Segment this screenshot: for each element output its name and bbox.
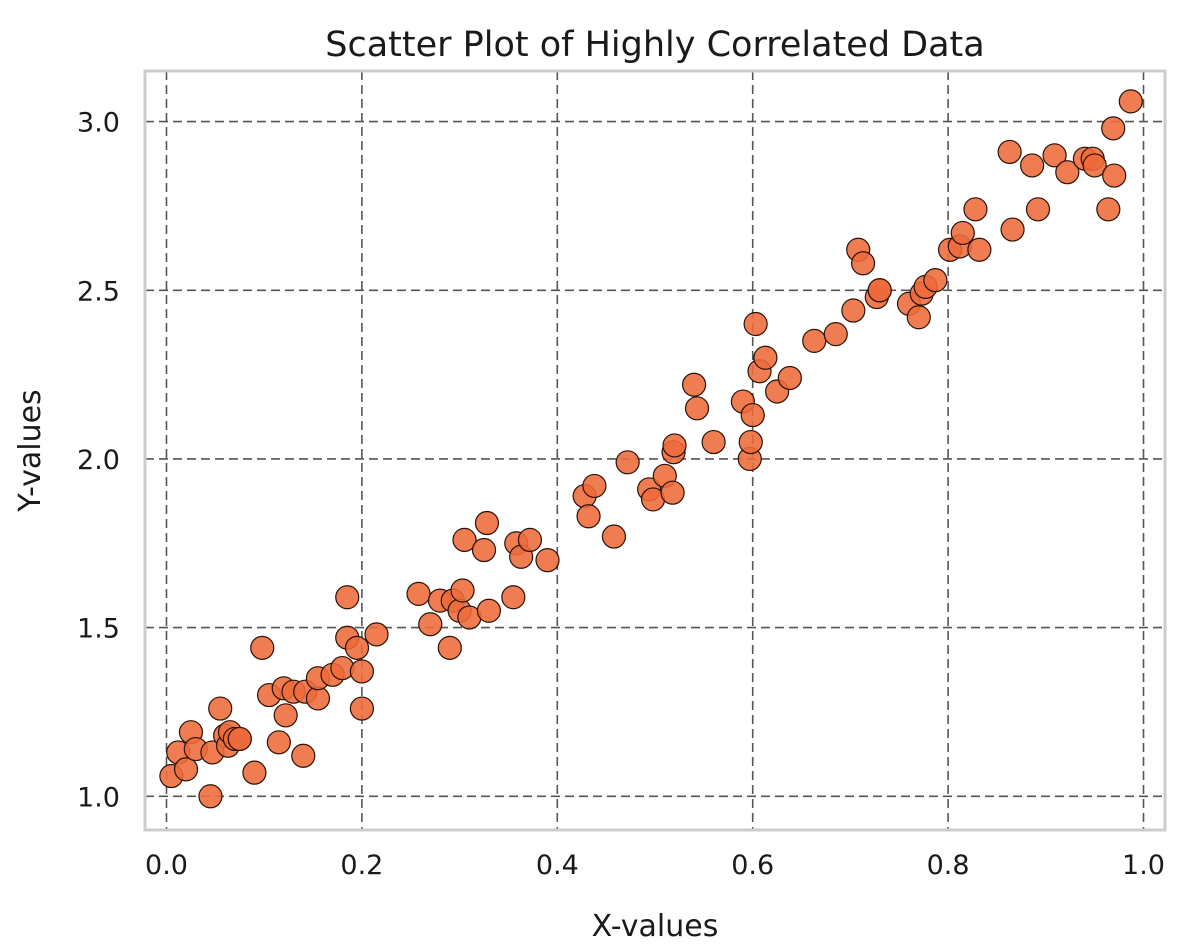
data-point xyxy=(273,703,298,728)
data-points xyxy=(159,89,1143,809)
data-point xyxy=(349,659,374,684)
y-tick-label: 1.5 xyxy=(77,614,120,645)
data-point xyxy=(1000,217,1025,242)
data-point xyxy=(364,622,389,647)
data-point xyxy=(576,504,601,529)
data-point xyxy=(198,784,223,809)
data-point xyxy=(681,372,707,397)
plot-frame xyxy=(143,69,1167,832)
data-point xyxy=(950,220,975,246)
x-tick-label: 1.0 xyxy=(1122,850,1165,881)
data-point xyxy=(437,635,462,660)
x-axis-label: X-values xyxy=(592,909,719,944)
data-point xyxy=(701,429,726,455)
grid-lines xyxy=(145,71,1165,830)
data-point xyxy=(963,197,988,222)
data-point xyxy=(266,730,291,755)
data-point xyxy=(242,760,267,785)
data-point xyxy=(1055,160,1080,185)
data-point xyxy=(1102,163,1127,188)
data-point xyxy=(1082,153,1107,178)
data-point xyxy=(923,268,948,293)
data-point xyxy=(802,328,827,353)
data-point xyxy=(660,480,685,505)
data-point xyxy=(851,251,876,276)
chart-title: Scatter Plot of Highly Correlated Data xyxy=(325,25,984,65)
data-point xyxy=(305,686,331,711)
data-point xyxy=(662,433,687,458)
data-point xyxy=(867,278,892,303)
data-point xyxy=(967,237,992,262)
data-point xyxy=(501,585,526,610)
x-tick-label: 0.4 xyxy=(536,850,579,881)
data-point xyxy=(517,527,543,552)
data-point xyxy=(471,537,497,563)
y-tick-labels: 1.0 1.5 2.0 2.5 3.0 xyxy=(77,108,120,814)
y-tick-label: 2.0 xyxy=(77,445,120,476)
data-point xyxy=(406,581,431,606)
y-tick-label: 1.0 xyxy=(77,782,120,813)
data-point xyxy=(476,598,502,623)
data-point xyxy=(906,305,931,330)
data-point xyxy=(1020,153,1045,178)
data-point xyxy=(841,298,866,323)
y-tick-label: 3.0 xyxy=(77,108,120,139)
data-point xyxy=(738,429,763,455)
data-point xyxy=(1096,197,1121,222)
data-point xyxy=(753,345,778,370)
data-point xyxy=(743,311,768,337)
data-point xyxy=(740,402,765,428)
data-point xyxy=(684,396,710,421)
x-tick-label: 0.0 xyxy=(145,850,188,881)
data-point xyxy=(173,757,199,782)
data-point xyxy=(777,365,802,391)
data-point xyxy=(1118,89,1143,114)
data-point xyxy=(1101,116,1126,141)
data-point xyxy=(344,635,370,660)
data-point xyxy=(997,139,1022,165)
y-tick-label: 2.5 xyxy=(77,276,120,307)
data-point xyxy=(1042,143,1067,168)
data-point xyxy=(450,578,475,603)
data-point xyxy=(335,585,360,610)
data-point xyxy=(291,743,316,768)
data-point xyxy=(823,322,848,347)
data-point xyxy=(452,527,477,552)
data-point xyxy=(601,524,627,549)
data-point xyxy=(349,696,374,721)
data-point xyxy=(227,726,252,752)
data-point xyxy=(535,548,560,573)
x-tick-label: 0.8 xyxy=(927,850,970,881)
y-axis-label: Y-values xyxy=(13,389,48,512)
data-point xyxy=(474,510,500,536)
x-tick-labels: 0.0 0.2 0.4 0.6 0.8 1.0 xyxy=(145,850,1165,881)
data-point xyxy=(615,450,640,475)
data-point xyxy=(250,635,275,660)
data-point xyxy=(1025,197,1051,222)
x-tick-label: 0.2 xyxy=(340,850,383,881)
data-point xyxy=(582,473,607,499)
data-point xyxy=(418,612,443,637)
data-point xyxy=(208,696,233,721)
x-tick-label: 0.6 xyxy=(731,850,774,881)
